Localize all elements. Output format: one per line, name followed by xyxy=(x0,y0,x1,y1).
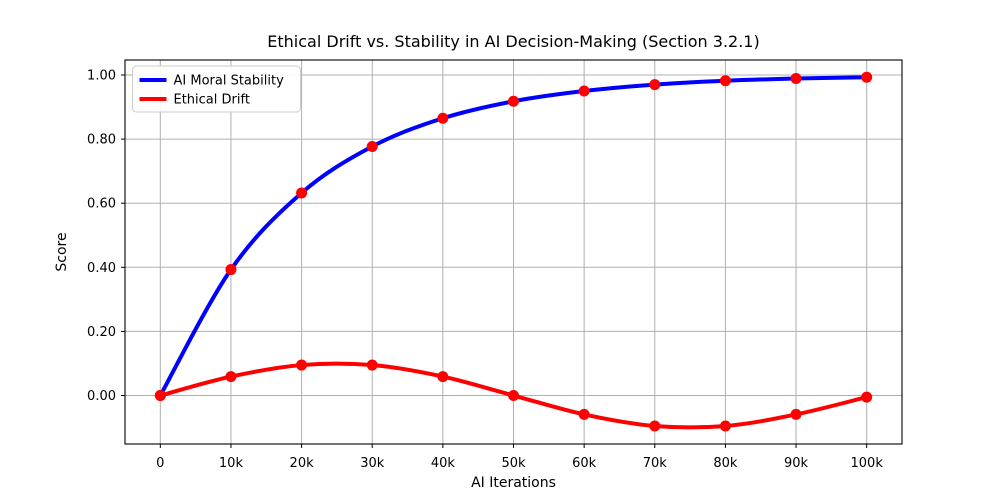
y-tick-label: 0.80 xyxy=(87,133,116,148)
y-tick-label: 0.20 xyxy=(87,325,116,340)
data-point-ai-moral-stability xyxy=(508,95,519,107)
data-point-ai-moral-stability xyxy=(861,71,873,83)
data-point-ethical-drift xyxy=(790,408,802,420)
legend-frame xyxy=(132,65,301,113)
data-point-ai-moral-stability xyxy=(437,112,449,124)
data-point-ethical-drift xyxy=(861,391,873,403)
data-point-ai-moral-stability xyxy=(578,85,590,97)
y-tick-label: 1.00 xyxy=(87,69,116,84)
x-tick-label: 0 xyxy=(156,456,164,471)
chart-title: Ethical Drift vs. Stability in AI Decisi… xyxy=(267,32,759,51)
data-point-ethical-drift xyxy=(437,371,449,383)
x-tick-label: 30k xyxy=(360,456,385,471)
x-tick-label: 90k xyxy=(784,456,809,471)
data-point-ai-moral-stability xyxy=(296,187,308,199)
axis-ticks xyxy=(121,74,868,448)
legend-label-ai-moral-stability: AI Moral Stability xyxy=(174,74,285,89)
x-tick-label: 80k xyxy=(713,456,738,471)
data-points xyxy=(154,71,873,432)
data-point-ai-moral-stability xyxy=(649,79,661,91)
x-tick-label: 70k xyxy=(643,456,668,471)
data-point-ai-moral-stability xyxy=(366,140,378,152)
data-point-ethical-drift xyxy=(649,420,661,432)
data-point-ethical-drift xyxy=(508,390,519,402)
x-tick-label: 20k xyxy=(290,456,315,471)
data-point-ai-moral-stability xyxy=(719,75,731,87)
x-tick-label: 50k xyxy=(501,456,526,471)
x-tick-label: 100k xyxy=(851,456,884,471)
y-tick-labels: 0.00 0.20 0.40 0.60 0.80 1.00 xyxy=(87,69,116,405)
data-point-ethical-drift xyxy=(154,390,166,402)
data-point-ai-moral-stability xyxy=(225,264,237,276)
y-axis-label: Score xyxy=(54,232,70,271)
data-point-ethical-drift xyxy=(296,359,308,371)
y-tick-label: 0.40 xyxy=(87,261,116,276)
x-tick-label: 40k xyxy=(431,456,456,471)
data-point-ethical-drift xyxy=(225,371,237,383)
y-tick-label: 0.00 xyxy=(87,389,116,404)
data-point-ethical-drift xyxy=(366,359,378,371)
x-axis-label: AI Iterations xyxy=(471,475,556,491)
x-tick-labels: 0 10k 20k 30k 40k 50k 60k 70k 80k 90k 100k xyxy=(156,456,883,471)
x-tick-label: 60k xyxy=(572,456,597,471)
y-tick-label: 0.60 xyxy=(87,197,116,212)
legend: AI Moral Stability Ethical Drift xyxy=(132,65,301,113)
legend-label-ethical-drift: Ethical Drift xyxy=(174,93,250,108)
data-point-ethical-drift xyxy=(578,408,590,420)
gridlines xyxy=(125,60,902,444)
x-tick-label: 10k xyxy=(219,456,244,471)
data-line-ai-moral-stability xyxy=(158,75,867,397)
data-point-ai-moral-stability xyxy=(790,73,802,85)
data-point-ethical-drift xyxy=(719,420,731,432)
